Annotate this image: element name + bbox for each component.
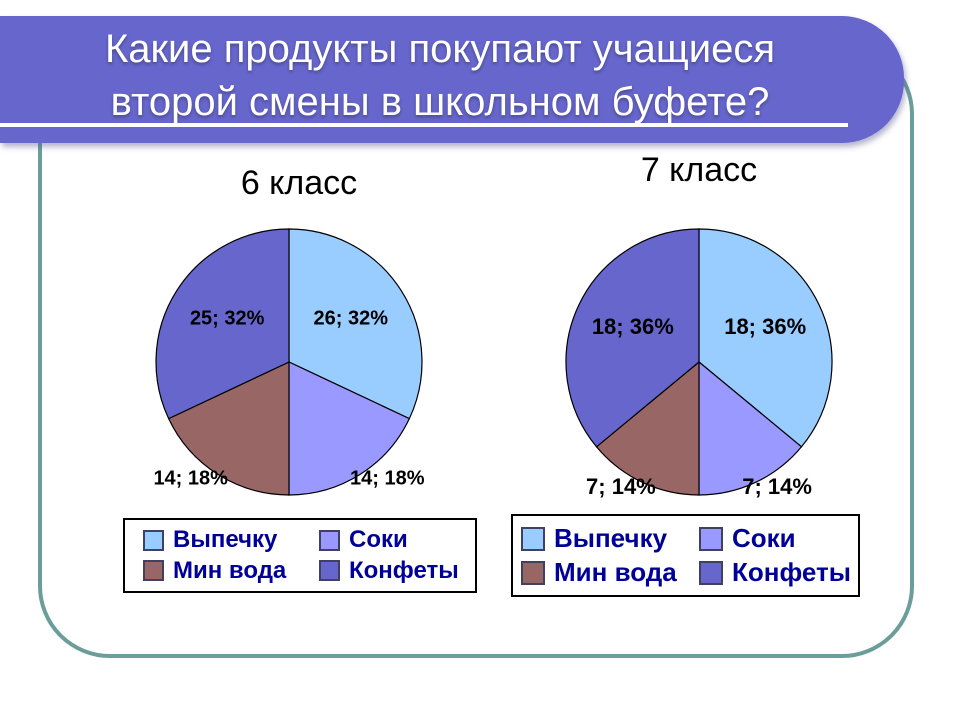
legend-swatch-icon [699,560,723,585]
legend-item: Соки [319,526,475,554]
pie-slice-0 [698,228,833,448]
legend-swatch-icon [699,526,723,551]
legend-label: Мин вода [173,556,287,584]
pie-data-label: 14; 18% [153,467,228,490]
legend-item: Конфеты [699,557,858,588]
legend-label: Соки [349,526,408,554]
pie-chart-grade7: 18; 36% 7; 14% 7; 14% 18; 36% [549,212,849,512]
pie-data-label: 18; 36% [724,313,807,339]
title-underline [0,123,848,127]
slide-title-line1: Какие продукты покупают учащиеся [104,27,776,71]
legend-label: Выпечку [554,523,668,553]
pie-chart-grade6: 26; 32% 14; 18% 14; 18% 25; 32% [139,212,439,512]
legend-swatch-icon [521,560,545,585]
pie-slice-1 [288,361,411,496]
pie-data-label: 14; 18% [350,467,425,490]
slide-title-line2: второй смены в школьном буфете? [110,80,770,124]
legend-item: Выпечку [143,526,319,554]
chart-title-grade7: 7 класс [640,151,758,189]
legend-label: Мин вода [554,557,677,587]
legend-item: Конфеты [319,557,475,585]
legend-swatch-icon [319,560,340,582]
pie-slice-3 [565,228,700,448]
legend-grade6: Выпечку Соки Мин вода Конфеты [123,518,477,593]
pie-svg-grade7 [565,228,833,496]
legend-grade7: Выпечку Соки Мин вода Конфеты [511,514,860,597]
pie-data-label: 25; 32% [189,307,265,330]
pie-data-label: 7; 14% [742,474,812,500]
pie-slice-3 [155,228,290,420]
legend-label: Конфеты [349,556,459,584]
legend-swatch-icon [521,526,545,551]
legend-item: Мин вода [143,557,319,585]
legend-label: Конфеты [732,557,851,587]
pie-data-label: 7; 14% [586,474,656,500]
pie-slice-0 [288,228,423,420]
pie-svg-grade6 [155,228,423,496]
pie-slice-1 [698,360,803,496]
legend-item: Выпечку [521,523,699,554]
legend-swatch-icon [143,560,164,582]
slide-title: Какие продукты покупают учащиеся второй … [0,23,880,129]
pie-data-label: 18; 36% [591,313,674,339]
title-banner: Какие продукты покупают учащиеся второй … [0,16,904,143]
legend-swatch-icon [319,529,340,551]
legend-item: Мин вода [521,557,699,588]
pie-slice-2 [595,360,700,496]
legend-label: Соки [732,523,796,553]
chart-title-grade6: 6 класс [240,164,358,202]
legend-label: Выпечку [173,526,278,554]
legend-swatch-icon [143,529,164,551]
legend-item: Соки [699,523,858,554]
pie-slice-2 [167,361,290,496]
pie-data-label: 26; 32% [313,307,389,330]
